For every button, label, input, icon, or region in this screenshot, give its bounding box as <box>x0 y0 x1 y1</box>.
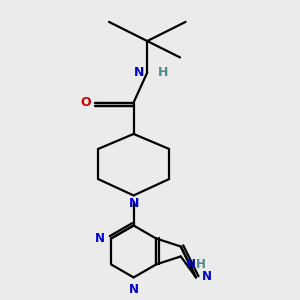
Text: N: N <box>134 66 145 79</box>
Text: H: H <box>158 66 169 79</box>
Text: O: O <box>81 96 91 109</box>
Text: N: N <box>202 270 212 283</box>
Text: N: N <box>186 258 196 271</box>
Text: N: N <box>129 283 139 296</box>
Text: N: N <box>128 197 139 210</box>
Text: H: H <box>196 258 206 271</box>
Text: N: N <box>95 232 105 245</box>
